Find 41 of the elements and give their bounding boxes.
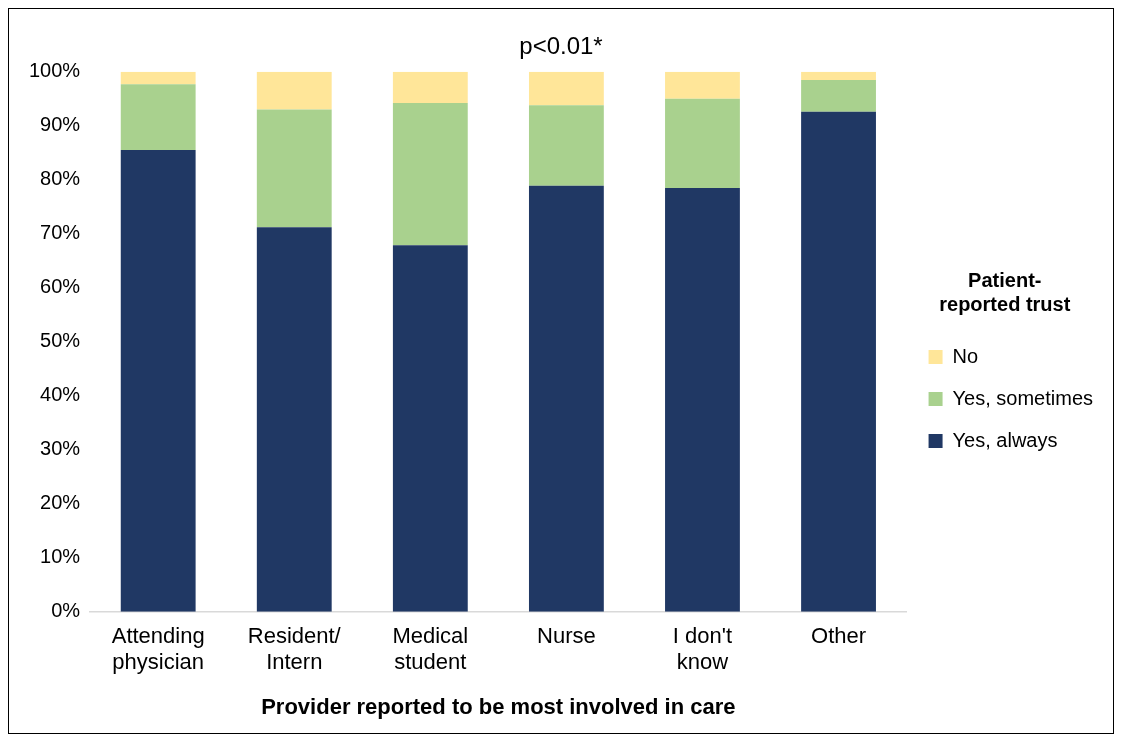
bar — [801, 111, 876, 612]
chart-title: p<0.01* — [519, 32, 603, 60]
x-tick-label: Resident/Intern — [247, 623, 342, 675]
legend-label: Yes, sometimes — [952, 386, 1094, 409]
legend-label: Yes, always — [952, 428, 1058, 451]
y-tick-label: 70% — [40, 221, 81, 244]
bar — [801, 71, 876, 80]
y-tick-label: 100% — [29, 59, 81, 82]
y-tick-label: 40% — [40, 383, 81, 406]
y-tick-label: 60% — [40, 275, 81, 298]
bar — [256, 227, 332, 612]
y-tick-label: 0% — [51, 599, 81, 622]
bar — [528, 185, 604, 612]
bar — [801, 79, 876, 112]
x-tick-label: Attending physician — [111, 623, 205, 675]
bar — [392, 71, 468, 104]
y-tick-label: 50% — [40, 329, 81, 352]
y-tick-label: 90% — [40, 113, 81, 136]
x-tick-label: Medical student — [392, 623, 469, 675]
x-tick-label: Nurse — [537, 623, 596, 649]
bar — [528, 105, 604, 186]
bar — [392, 103, 468, 246]
bar — [256, 71, 332, 110]
legend-label: No — [952, 344, 979, 367]
bar — [528, 71, 604, 106]
y-tick-label: 30% — [40, 437, 81, 460]
bar — [392, 245, 468, 612]
bar — [665, 187, 740, 612]
bar — [120, 71, 196, 85]
x-tick-label: I don't know — [672, 623, 733, 675]
y-tick-label: 80% — [40, 167, 81, 190]
bar — [120, 150, 196, 612]
x-tick-label: Other — [811, 623, 867, 649]
bar — [665, 71, 740, 99]
y-tick-label: 20% — [40, 491, 81, 514]
y-tick-label: 10% — [40, 545, 81, 568]
bar — [120, 84, 196, 151]
bar — [256, 109, 332, 228]
legend-title: Patient-reported trust — [939, 268, 1071, 315]
bar — [665, 98, 740, 188]
x-axis-title: Provider reported to be most involved in care — [261, 693, 736, 719]
